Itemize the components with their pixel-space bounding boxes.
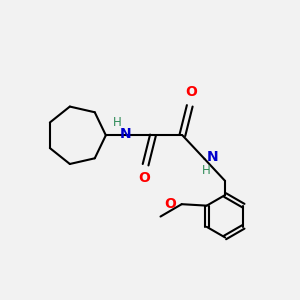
Text: O: O <box>138 171 150 185</box>
Text: H: H <box>202 164 210 176</box>
Text: N: N <box>120 127 132 141</box>
Text: O: O <box>164 197 176 211</box>
Text: H: H <box>113 116 122 129</box>
Text: N: N <box>207 150 218 164</box>
Text: O: O <box>185 85 197 99</box>
